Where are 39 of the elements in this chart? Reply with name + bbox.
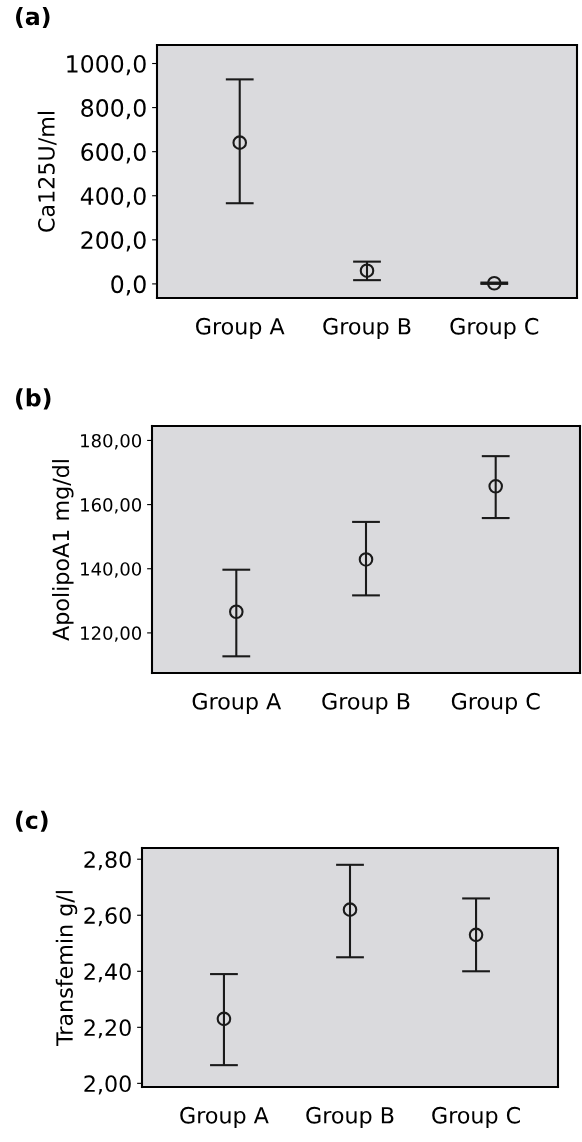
y-tick-label: 200,0 (81, 231, 146, 252)
x-tick-label: Group A (180, 1106, 269, 1128)
y-tick-label: 2,00 (84, 1075, 131, 1095)
y-axis-title: Ca125U/ml (37, 112, 57, 232)
point (229, 604, 244, 620)
point (359, 263, 375, 278)
chart-title: (b) (16, 388, 51, 410)
point (468, 927, 484, 943)
point (216, 1011, 232, 1027)
x-tick-label: Group C (450, 317, 539, 339)
y-tick-label: 2,60 (84, 907, 131, 927)
y-axis-title: ApolipoA1 mg/dl (52, 460, 74, 641)
x-tick-label: Group C (432, 1106, 520, 1128)
y-tick-label: 2,80 (84, 851, 131, 871)
y-tick-label: 160,00 (81, 498, 142, 514)
point (232, 135, 248, 150)
point (358, 552, 374, 567)
y-tick-label: 800,0 (81, 99, 146, 120)
y-tick-label: 140,00 (81, 562, 142, 578)
y-tick-label: 0,0 (111, 275, 146, 296)
y-tick-label: 120,00 (81, 626, 142, 642)
y-tick-label: 600,0 (81, 143, 146, 164)
x-tick-label: Group C (451, 692, 540, 714)
point (486, 275, 502, 291)
y-axis-title: Transfemin g/l (55, 891, 78, 1047)
chart-title: (a) (16, 6, 50, 29)
y-tick-label: 180,00 (81, 433, 142, 450)
x-tick-label: Group B (306, 1106, 394, 1128)
x-tick-label: Group A (192, 692, 282, 714)
chart-title: (c) (16, 810, 48, 832)
point (488, 479, 503, 494)
x-tick-label: Group A (196, 317, 285, 339)
x-tick-label: Group B (323, 317, 411, 339)
y-tick-label: 400,0 (80, 187, 146, 208)
y-tick-label: 1000,0 (67, 54, 146, 76)
y-tick-label: 2,20 (84, 1019, 131, 1039)
y-tick-label: 2,40 (84, 963, 131, 983)
x-tick-label: Group B (322, 692, 410, 714)
point (342, 902, 358, 917)
